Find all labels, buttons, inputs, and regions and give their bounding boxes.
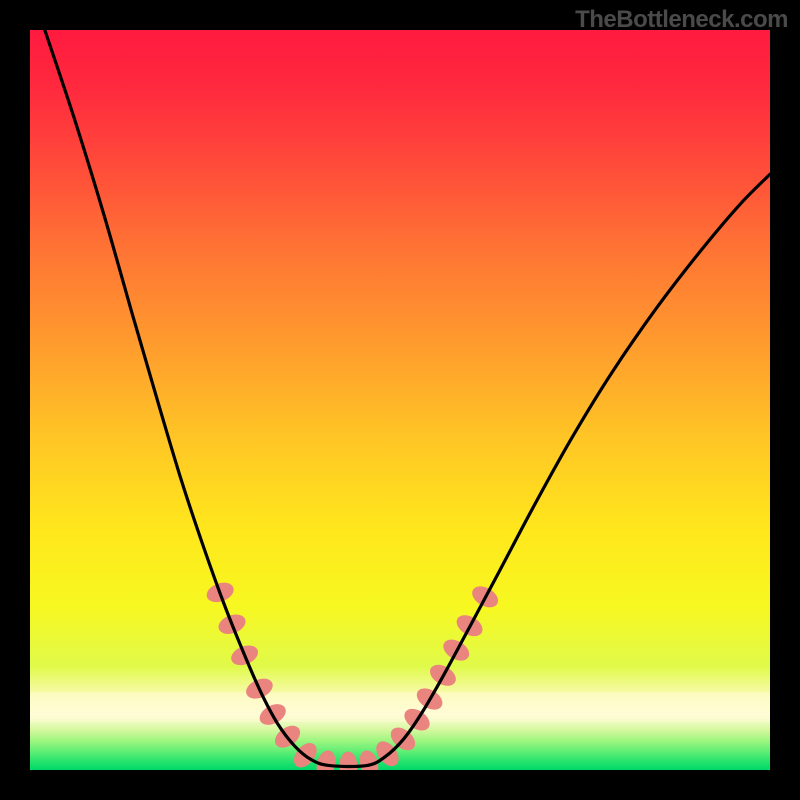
highlight-bands bbox=[30, 692, 770, 722]
plot-area bbox=[30, 30, 770, 770]
gradient-background bbox=[30, 30, 770, 770]
chart-outer-frame bbox=[0, 0, 800, 800]
watermark-text: TheBottleneck.com bbox=[575, 6, 788, 34]
